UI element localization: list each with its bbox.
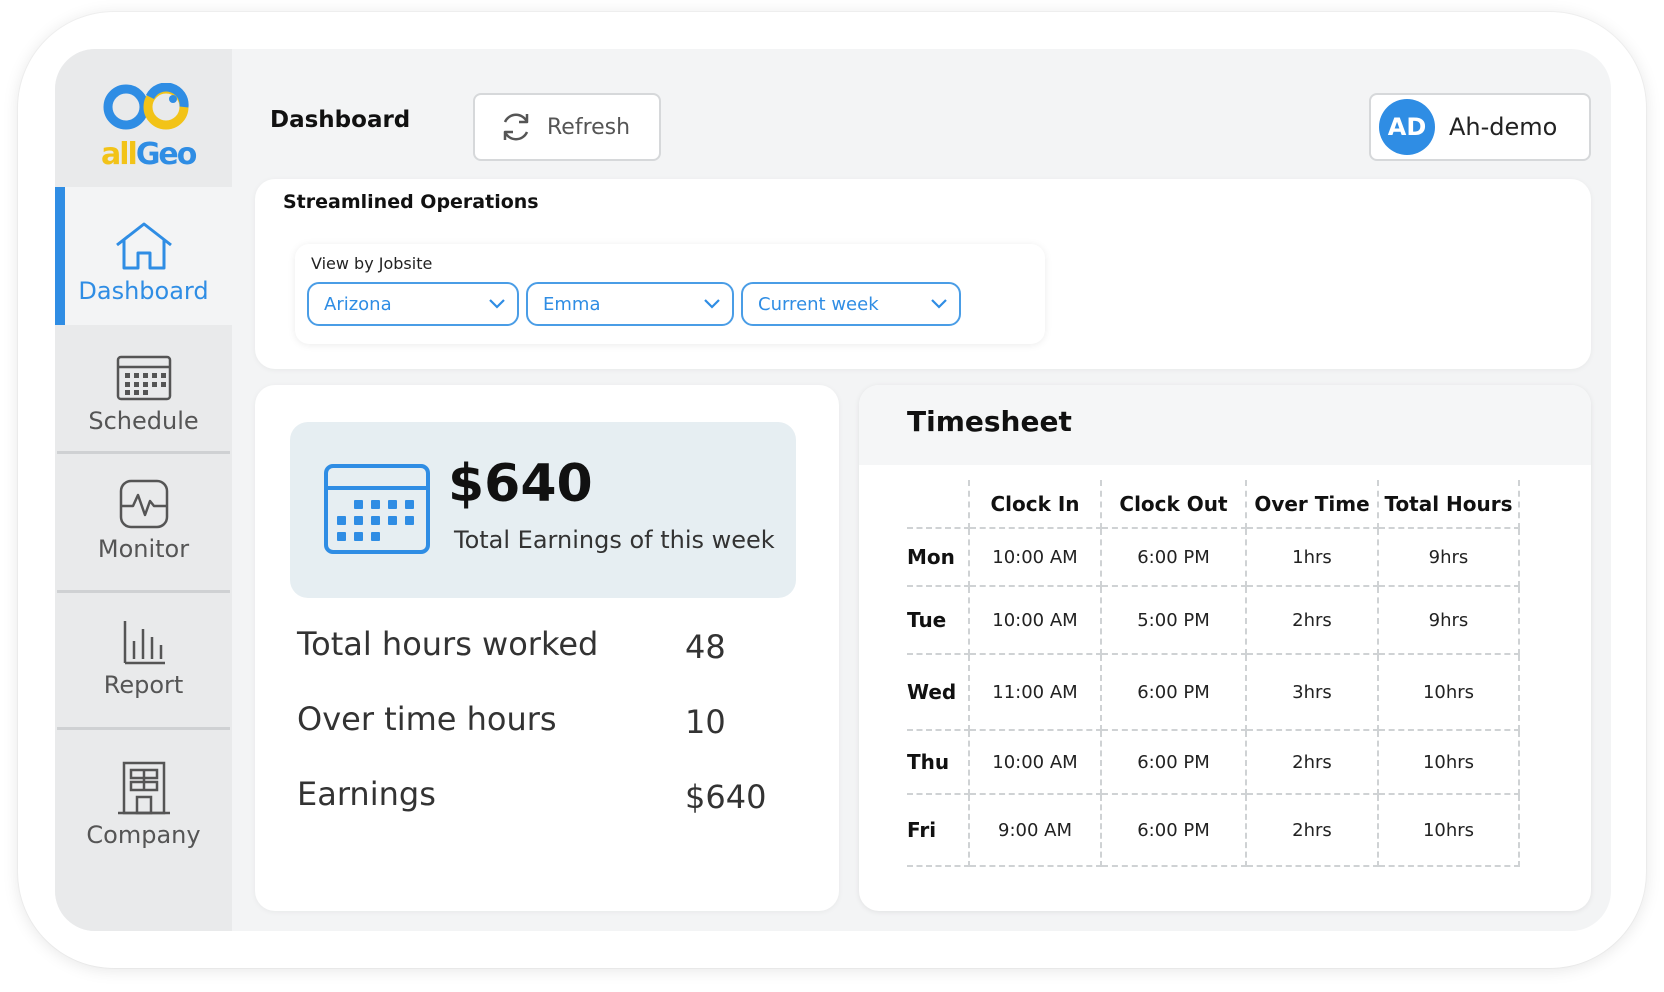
clock-in-cell: 11:00 AM: [969, 654, 1102, 731]
sidebar-item-label: Dashboard: [78, 277, 209, 305]
avatar: AD: [1379, 99, 1435, 155]
day-cell: Thu: [907, 730, 970, 795]
user-menu[interactable]: AD Ah-demo: [1369, 93, 1591, 161]
stat-value-hours: 48: [685, 628, 726, 666]
stat-label-hours: Total hours worked: [297, 625, 599, 663]
chevron-down-icon: [704, 299, 720, 309]
column-header: [907, 480, 970, 529]
column-header: Clock Out: [1101, 480, 1247, 529]
stat-label-earnings: Earnings: [297, 775, 436, 813]
jobsite-select-value: Arizona: [324, 293, 392, 315]
divider: [57, 727, 230, 730]
sidebar: allGeo Dashboard Schedule: [55, 49, 232, 931]
calendar-icon: [116, 355, 171, 401]
stat-value-earnings: $640: [685, 778, 767, 816]
employee-select-value: Emma: [543, 293, 601, 315]
bar-chart-icon: [123, 621, 165, 665]
clock-out-cell: 6:00 PM: [1101, 654, 1247, 731]
stat-label-overtime: Over time hours: [297, 700, 557, 738]
sidebar-item-report[interactable]: Report: [55, 619, 232, 729]
clock-out-cell: 5:00 PM: [1101, 586, 1247, 655]
table-row: Mon 10:00 AM 6:00 PM 1hrs 9hrs: [907, 528, 1520, 587]
clock-in-cell: 10:00 AM: [969, 586, 1102, 655]
earnings-subtitle: Total Earnings of this week: [454, 526, 775, 554]
operations-card: Streamlined Operations View by Jobsite A…: [255, 179, 1591, 369]
earnings-summary: $640 Total Earnings of this week: [290, 422, 796, 598]
table-header-row: Clock In Clock Out Over Time Total Hours: [907, 480, 1520, 529]
filter-panel: View by Jobsite Arizona Emma Current wee…: [295, 244, 1045, 344]
sidebar-item-label: Company: [86, 821, 201, 849]
logo-wordmark: allGeo: [101, 137, 198, 172]
overtime-cell: 3hrs: [1246, 654, 1379, 731]
clock-out-cell: 6:00 PM: [1101, 528, 1247, 587]
earnings-card: $640 Total Earnings of this week Total h…: [255, 385, 839, 911]
day-cell: Wed: [907, 654, 970, 731]
operations-title: Streamlined Operations: [283, 191, 539, 213]
overtime-cell: 2hrs: [1246, 586, 1379, 655]
app-window: allGeo Dashboard Schedule: [55, 49, 1611, 931]
overtime-cell: 1hrs: [1246, 528, 1379, 587]
divider: [57, 590, 230, 593]
user-name: Ah-demo: [1449, 113, 1558, 141]
sidebar-item-label: Report: [103, 671, 184, 699]
column-header: Total Hours: [1378, 480, 1520, 529]
clock-out-cell: 6:00 PM: [1101, 730, 1247, 795]
calendar-icon: [324, 464, 430, 554]
clock-out-cell: 6:00 PM: [1101, 794, 1247, 867]
heartbeat-icon: [119, 479, 168, 529]
logo-text-geo: Geo: [135, 137, 198, 172]
clock-in-cell: 9:00 AM: [969, 794, 1102, 867]
total-hours-cell: 9hrs: [1378, 528, 1520, 587]
chevron-down-icon: [931, 299, 947, 309]
day-cell: Tue: [907, 586, 970, 655]
overtime-cell: 2hrs: [1246, 794, 1379, 867]
sidebar-item-label: Monitor: [97, 535, 190, 563]
active-indicator: [55, 187, 65, 325]
refresh-button[interactable]: Refresh: [473, 93, 661, 161]
table-row: Wed 11:00 AM 6:00 PM 3hrs 10hrs: [907, 654, 1520, 731]
period-select[interactable]: Current week: [741, 282, 961, 326]
jobsite-select[interactable]: Arizona: [307, 282, 519, 326]
sidebar-item-schedule[interactable]: Schedule: [55, 355, 232, 455]
table-row: Tue 10:00 AM 5:00 PM 2hrs 9hrs: [907, 586, 1520, 655]
filter-label: View by Jobsite: [311, 254, 433, 273]
refresh-label: Refresh: [547, 114, 631, 140]
overtime-cell: 2hrs: [1246, 730, 1379, 795]
timesheet-title: Timesheet: [907, 405, 1072, 438]
column-header: Clock In: [969, 480, 1102, 529]
infinity-logo-icon: [103, 83, 189, 130]
sidebar-item-label: Schedule: [88, 407, 199, 435]
day-cell: Mon: [907, 528, 970, 587]
timesheet-header: [859, 385, 1591, 465]
building-icon: [117, 761, 170, 815]
total-hours-cell: 10hrs: [1378, 654, 1520, 731]
total-hours-cell: 10hrs: [1378, 730, 1520, 795]
stat-value-overtime: 10: [685, 703, 726, 741]
home-icon: [115, 222, 172, 270]
column-header: Over Time: [1246, 480, 1379, 529]
earnings-amount: $640: [448, 454, 593, 514]
sidebar-item-company[interactable]: Company: [55, 761, 232, 891]
employee-select[interactable]: Emma: [526, 282, 734, 326]
clock-in-cell: 10:00 AM: [969, 730, 1102, 795]
sidebar-item-dashboard[interactable]: Dashboard: [55, 187, 232, 325]
total-hours-cell: 9hrs: [1378, 586, 1520, 655]
sidebar-item-monitor[interactable]: Monitor: [55, 479, 232, 589]
clock-in-cell: 10:00 AM: [969, 528, 1102, 587]
total-hours-cell: 10hrs: [1378, 794, 1520, 867]
table-row: Thu 10:00 AM 6:00 PM 2hrs 10hrs: [907, 730, 1520, 795]
table-row: Fri 9:00 AM 6:00 PM 2hrs 10hrs: [907, 794, 1520, 867]
page-title: Dashboard: [270, 107, 411, 133]
chevron-down-icon: [489, 299, 505, 309]
logo-text-all: all: [101, 137, 138, 172]
divider: [57, 451, 230, 454]
allgeo-logo[interactable]: allGeo: [55, 49, 232, 196]
day-cell: Fri: [907, 794, 970, 867]
timesheet-card: Timesheet Clock In Clock Out Over Time T…: [859, 385, 1591, 911]
refresh-icon: [503, 113, 529, 141]
period-select-value: Current week: [758, 293, 879, 315]
timesheet-table: Clock In Clock Out Over Time Total Hours…: [907, 480, 1520, 867]
